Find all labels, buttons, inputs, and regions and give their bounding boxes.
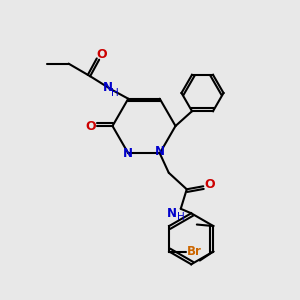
Text: N: N: [103, 81, 113, 94]
Text: N: N: [123, 147, 133, 160]
Text: H: H: [111, 88, 118, 98]
Text: N: N: [155, 145, 165, 158]
Text: H: H: [177, 212, 184, 222]
Text: O: O: [85, 119, 96, 133]
Text: N: N: [167, 207, 177, 220]
Text: O: O: [96, 48, 107, 61]
Text: O: O: [205, 178, 215, 191]
Text: Br: Br: [187, 245, 202, 258]
